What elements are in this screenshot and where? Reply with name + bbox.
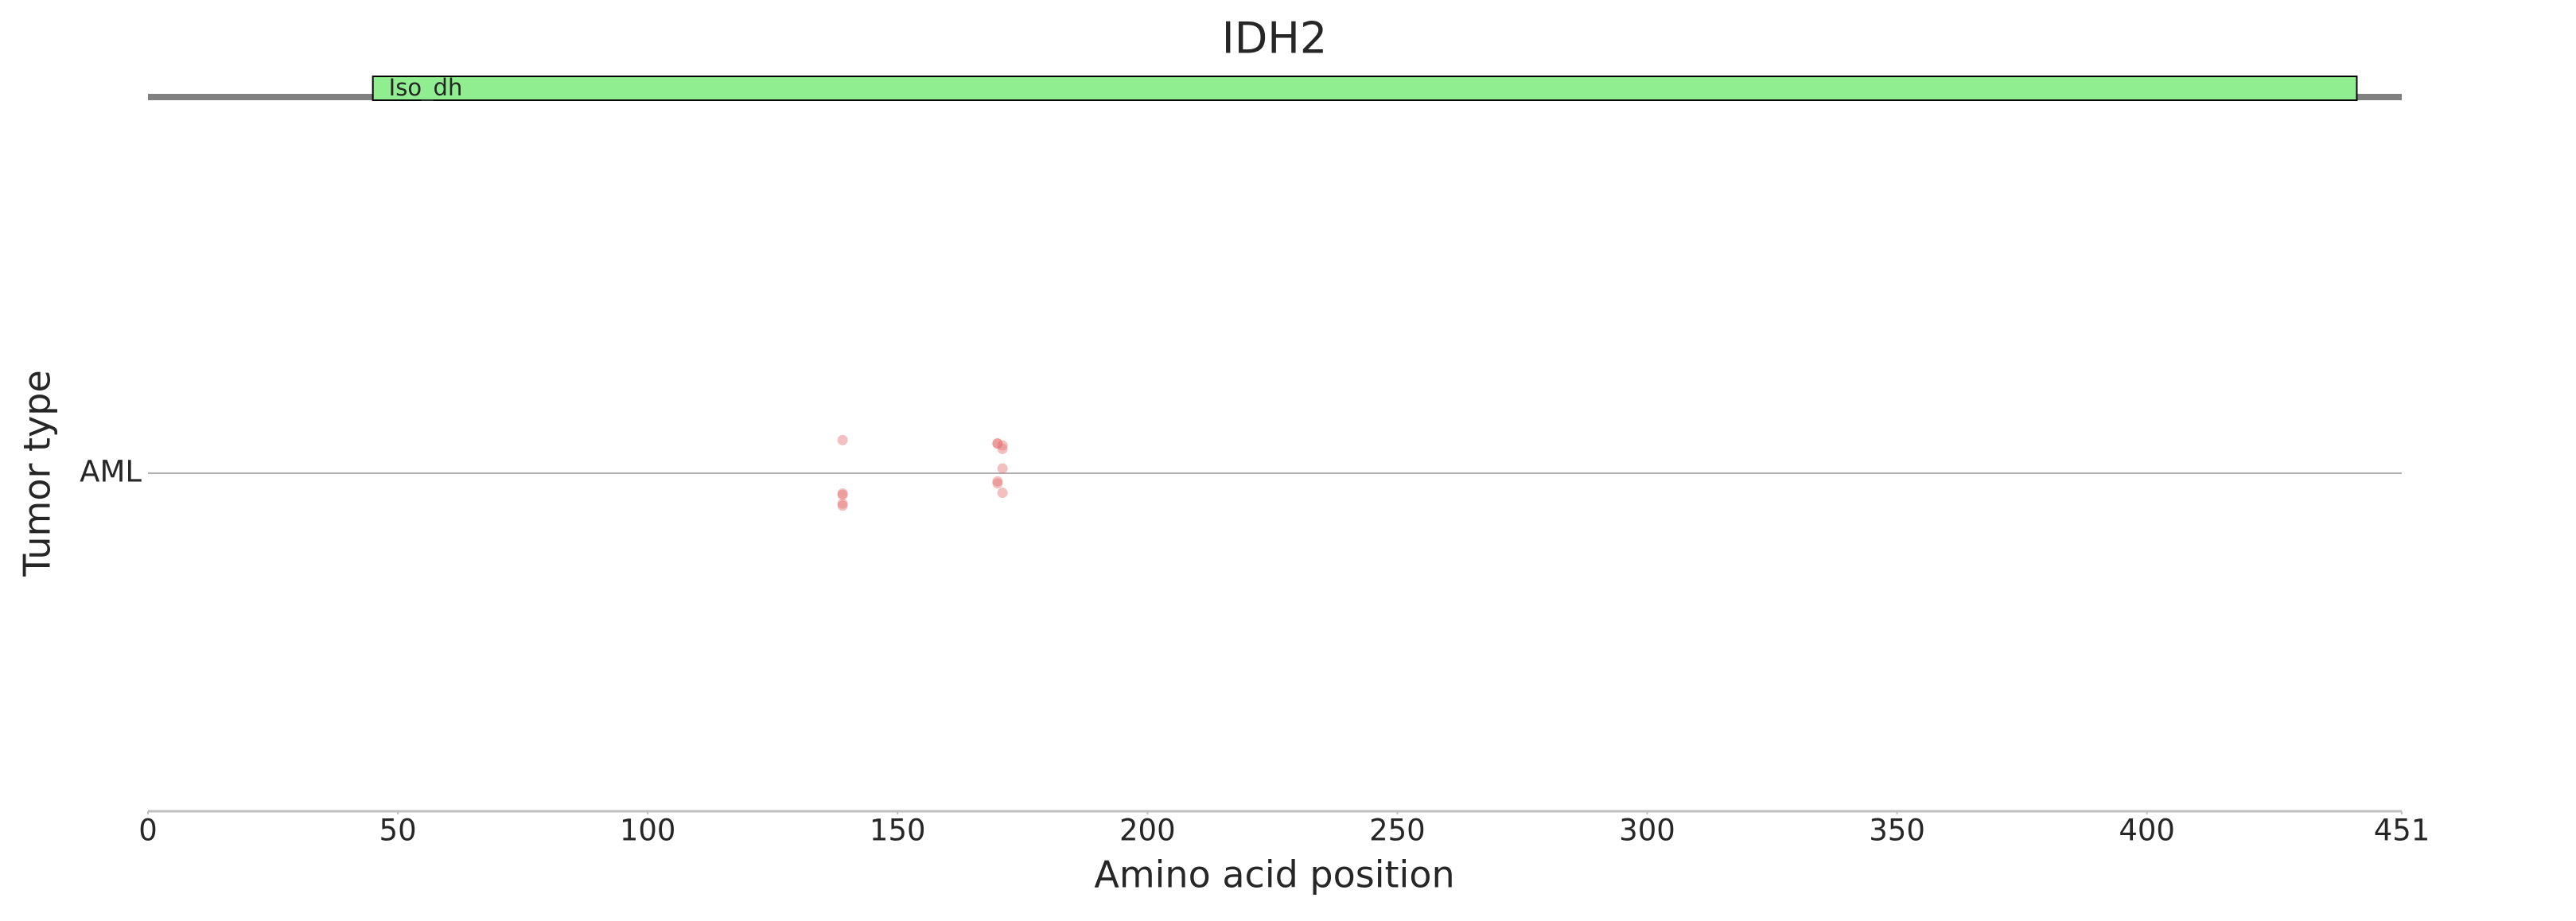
mutation-point [997, 440, 1008, 451]
y-tick-label: AML [80, 455, 142, 489]
x-tick-label: 200 [1119, 814, 1176, 848]
chart-title: IDH2 [1222, 14, 1327, 64]
mutation-point [992, 478, 1003, 489]
mutation-point [997, 488, 1008, 499]
x-tick-label: 250 [1369, 814, 1426, 848]
mutation-point [837, 500, 848, 511]
x-tick-label: 150 [870, 814, 926, 848]
mutation-point [837, 434, 848, 445]
x-axis-label: Amino acid position [1094, 853, 1454, 896]
x-tick-label: 300 [1619, 814, 1675, 848]
domain-label: Iso_dh [389, 74, 463, 101]
x-tick-label: 400 [2119, 814, 2175, 848]
y-axis-label: Tumor type [16, 370, 59, 577]
x-tick-label: 350 [1869, 814, 1925, 848]
mutation-point [837, 489, 848, 500]
mutation-point [992, 476, 1003, 487]
domain [372, 76, 2358, 101]
mutation-point [997, 443, 1008, 454]
mutation-point [992, 438, 1003, 449]
x-tick-label: 50 [379, 814, 417, 848]
mutation-point [992, 438, 1003, 449]
mutation-point [837, 488, 848, 499]
x-tick-label: 451 [2374, 814, 2430, 848]
x-tick-label: 0 [138, 814, 158, 848]
x-tick-label: 100 [620, 814, 676, 848]
mutation-point [837, 498, 848, 509]
mutation-point [997, 463, 1008, 474]
